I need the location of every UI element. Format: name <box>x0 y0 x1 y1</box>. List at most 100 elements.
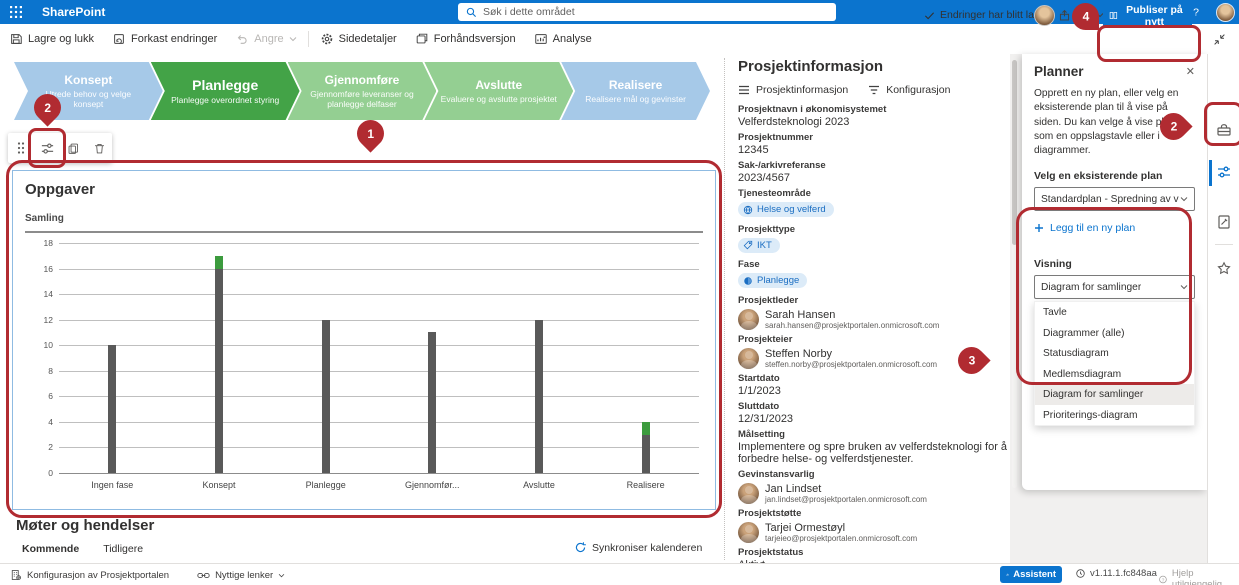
x-axis-label: Konsept <box>202 480 236 490</box>
view-option[interactable]: Prioriterings-diagram <box>1043 409 1138 421</box>
award-icon[interactable] <box>1216 261 1232 277</box>
bar-segment[interactable] <box>641 434 650 473</box>
delete-webpart-button[interactable] <box>88 137 110 159</box>
portal-config-button[interactable]: Konfigurasjon av Prosjektportalen <box>10 569 169 581</box>
phase-avslutte[interactable]: Avslutte Evaluere og avslutte prosjektet <box>424 62 573 120</box>
toolbox-icon[interactable] <box>1216 122 1232 138</box>
person-item[interactable]: Sarah Hansen sarah.hansen@prosjektportale… <box>738 308 1010 330</box>
undo-button[interactable]: Angre <box>226 24 305 54</box>
republish-button[interactable]: Publiser på nytt <box>1103 4 1192 28</box>
field-value: Aktivt <box>738 559 1010 564</box>
close-icon[interactable]: ✕ <box>1185 66 1195 78</box>
bar-segment-top[interactable] <box>641 421 650 435</box>
help-icon[interactable]: ? <box>1189 5 1203 19</box>
scrollbar-thumb[interactable] <box>1012 60 1017 245</box>
field-value: Velferdsteknologi 2023 <box>738 116 850 128</box>
tab-tidligere[interactable]: Tidligere <box>103 543 144 555</box>
add-plan-link[interactable]: Legg til en ny plan <box>1034 222 1195 234</box>
view-option[interactable]: Medlemsdiagram <box>1043 368 1122 380</box>
y-axis-tick: 2 <box>48 442 53 453</box>
phase-planlegge[interactable]: Planlegge Planlegge overordnet styring <box>151 62 300 120</box>
drag-handle[interactable] <box>10 137 32 159</box>
phase-realisere[interactable]: Realisere Realisere mål og gevinster <box>561 62 710 120</box>
assistant-button[interactable]: Assistent <box>1000 566 1062 583</box>
save-and-close-button[interactable]: Lagre og lukk <box>0 24 103 54</box>
tasks-chart-webpart[interactable]: Oppgaver Samling 0 2 4 6 8 10 12 14 16 18 Ingen fa… <box>12 170 716 510</box>
person-item[interactable]: Jan Lindset jan.lindset@prosjektportalen.… <box>738 482 1010 504</box>
link-icon <box>197 572 210 578</box>
plan-dropdown[interactable]: Standardplan - Spredning av velferdstek.… <box>1034 187 1195 212</box>
field-badge[interactable]: Planlegge <box>738 273 808 288</box>
bar-segment[interactable] <box>321 319 330 473</box>
field-label: Sak-/arkivreferanse <box>738 160 826 171</box>
preview-icon <box>416 33 428 44</box>
field-value: 2023/4567 <box>738 172 790 184</box>
tab-kommende[interactable]: Kommende <box>22 543 80 555</box>
phase-dot-icon <box>743 276 753 286</box>
bar-segment[interactable] <box>428 332 437 473</box>
field-label: Tjenesteområde <box>738 188 811 199</box>
planner-description: Opprett en ny plan, eller velg en eksist… <box>1034 88 1187 157</box>
field-badge[interactable]: IKT <box>738 237 780 253</box>
chevron-down-icon <box>289 37 296 42</box>
avatar <box>738 347 759 369</box>
meetings-tabs: Kommende Tidligere <box>22 543 143 555</box>
chart-title: Oppgaver <box>25 181 96 198</box>
bar-segment-top[interactable] <box>215 255 223 269</box>
gear-icon <box>321 33 332 45</box>
y-axis-tick: 6 <box>48 391 53 402</box>
field-label: Prosjekteier <box>738 333 793 345</box>
view-option[interactable]: Diagram for samlinger <box>1035 384 1194 405</box>
preview-button[interactable]: Forhåndsversjon <box>406 24 525 54</box>
footer-bar: Konfigurasjon av Prosjektportalen Nyttig… <box>0 563 1239 585</box>
tab-prosjektinformasjon[interactable]: Prosjektinformasjon <box>738 84 848 96</box>
share-icon <box>1059 9 1070 20</box>
gridline <box>59 473 699 474</box>
design-icon[interactable] <box>1216 214 1232 230</box>
editor-avatar[interactable] <box>1034 5 1055 26</box>
field-label: Prosjektstatus <box>738 546 804 558</box>
person-email: steffen.norby@prosjektportalen.onmicroso… <box>765 359 938 369</box>
view-option[interactable]: Statusdiagram <box>1043 348 1109 360</box>
meetings-title: Møter og hendelser <box>16 517 155 534</box>
plus-icon <box>1035 224 1043 233</box>
collapse-icon[interactable] <box>1213 33 1226 46</box>
y-axis-tick: 10 <box>43 340 53 351</box>
analytics-button[interactable]: Analyse <box>525 24 601 54</box>
trash-icon <box>94 143 104 153</box>
field-label: Prosjektleder <box>738 294 799 306</box>
divider <box>1215 244 1233 245</box>
edit-webpart-sliders-icon[interactable] <box>1216 164 1232 180</box>
edit-webpart-button[interactable] <box>36 137 58 159</box>
scrollbar-track[interactable] <box>1012 60 1017 488</box>
person-item[interactable]: Tarjei Ormestøyl tarjeieo@prosjektportale… <box>738 521 1010 543</box>
bar-segment[interactable] <box>108 345 117 473</box>
sync-calendar-button[interactable]: Synkroniser kalenderen <box>574 541 702 554</box>
view-dropdown[interactable]: Diagram for samlinger <box>1034 275 1195 300</box>
search-input[interactable]: Søk i dette området <box>458 3 836 21</box>
chevron-down-icon <box>278 573 285 577</box>
phase-konsept[interactable]: Konsept Utrede behov og velge konsept <box>14 62 163 120</box>
waffle-icon[interactable] <box>4 0 28 24</box>
suite-bar: SharePoint Søk i dette området ? <box>0 0 1239 24</box>
field-badge[interactable]: Helse og velferd <box>738 202 834 217</box>
discard-changes-button[interactable]: Forkast endringer <box>103 24 226 54</box>
share-button[interactable]: Del <box>1058 0 1104 30</box>
bar-segment[interactable] <box>215 268 223 473</box>
svg-text:?: ? <box>1193 7 1199 19</box>
person-email: jan.lindset@prosjektportalen.onmicrosoft… <box>765 494 927 504</box>
duplicate-webpart-button[interactable] <box>62 137 84 159</box>
user-avatar[interactable] <box>1216 2 1235 22</box>
person-item[interactable]: Steffen Norby steffen.norby@prosjektporta… <box>738 347 1010 369</box>
bar-segment[interactable] <box>535 319 543 473</box>
annotation-pin-1: 1 <box>351 114 390 153</box>
panel-divider <box>724 58 725 560</box>
y-axis-tick: 8 <box>48 365 53 376</box>
chart-plot: 0 2 4 6 8 10 12 14 16 18 Ingen fase Konsept Planlegg… <box>44 238 699 490</box>
tab-konfigurasjon[interactable]: Konfigurasjon <box>868 84 950 96</box>
phase-gjennomfore[interactable]: Gjennomføre Gjennomføre leveranser og pl… <box>288 62 437 120</box>
useful-links-button[interactable]: Nyttige lenker <box>197 570 285 581</box>
view-option[interactable]: Tavle <box>1043 307 1067 319</box>
page-details-button[interactable]: Sidedetaljer <box>311 24 406 54</box>
view-option[interactable]: Diagrammer (alle) <box>1043 327 1125 339</box>
